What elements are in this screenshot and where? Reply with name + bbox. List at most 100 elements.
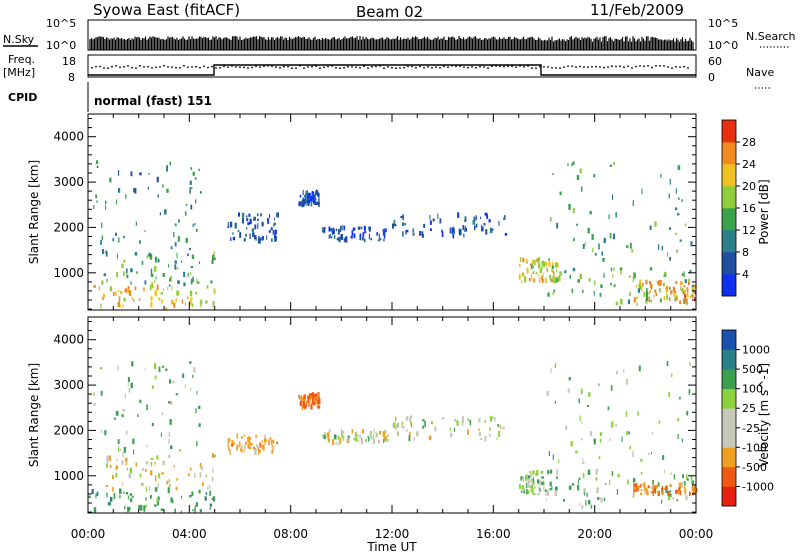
vel-cell [213,454,216,458]
vel-cell [191,491,194,496]
power-cell [303,198,306,204]
vel-cell [536,479,540,484]
power-cell [304,194,306,199]
power-cell [553,289,556,292]
power-panel-bg [88,114,696,310]
power-cell [181,299,183,304]
colorbar-tick-label: 8 [742,246,749,259]
power-cell [558,275,561,282]
nave-dot [291,67,293,70]
power-cell [174,242,177,247]
nave-dot [331,65,333,67]
vel-cell [346,438,349,444]
vel-cell [338,442,340,446]
power-cell [248,213,251,217]
vel-cell [595,477,598,481]
vel-cell [247,437,250,443]
vel-cell [88,495,91,498]
power-cell [234,223,237,227]
vel-cell [109,464,112,469]
vel-cell [306,400,308,405]
vel-cell [156,498,159,503]
nave-dot [95,65,97,68]
power-cell [309,197,313,201]
x-tick-label: 08:00 [273,527,308,541]
power-cell [274,229,277,235]
vel-cell [113,493,115,500]
vel-cell [126,467,128,471]
vel-cell [393,422,396,429]
power-cell [135,221,137,226]
power-cell [654,289,657,294]
nave-dot [287,65,289,68]
vel-cell [369,432,372,438]
vel-cell [121,414,124,418]
vel-cell [633,484,635,487]
power-cell [102,296,104,300]
freq-tick-bottom: 8 [68,71,75,84]
vel-cell [548,451,550,457]
vel-cell [170,401,173,405]
vel-cell [568,485,572,490]
colorbar-segment [722,274,736,297]
vel-cell [615,424,617,428]
vel-cell [670,472,672,475]
vel-cell [100,429,103,433]
vel-cell [581,505,584,509]
power-cell [257,223,259,229]
vel-cell [478,418,480,424]
vel-cell [272,439,275,444]
power-cell [128,290,132,296]
vel-cell [647,485,650,489]
nave-dot [103,67,105,69]
power-cell [173,302,176,308]
vel-cell [625,379,628,385]
power-cell [181,260,182,263]
vel-cell [681,438,684,443]
vel-cell [409,432,411,437]
power-cell [229,221,233,228]
vel-cell [422,419,425,422]
vel-cell [202,481,204,487]
power-cell [353,233,356,239]
vel-cell [190,387,192,391]
power-cell [230,237,232,242]
vel-cell [695,488,698,493]
vel-cell [161,365,165,368]
vel-cell [395,416,397,422]
nave-dot [655,64,657,67]
power-cell [648,281,652,284]
vel-cell [669,493,672,498]
power-cell [101,235,104,241]
power-cell [173,231,175,238]
nave-trace [91,64,689,70]
power-cell [192,276,194,283]
power-cell [552,172,554,175]
power-cell [692,294,694,299]
power-cell [532,265,534,269]
colorbar-segment [722,330,736,350]
vel-cell [550,367,552,374]
nave-dot [579,65,581,68]
power-cell [457,212,460,218]
vel-cell [115,411,119,416]
vel-cell [141,467,144,471]
power-cell [541,260,544,266]
vel-cell [182,373,185,378]
vel-cell [155,475,157,482]
power-cell [189,180,192,185]
power-cell [649,225,652,230]
power-cell [483,222,486,226]
power-cell [109,177,112,183]
vel-cell [652,486,655,492]
power-cell [143,287,145,292]
power-cell [670,290,673,295]
vel-cell [298,394,301,398]
power-cell [93,205,95,210]
nave-dot [379,65,381,67]
power-cell [120,290,123,294]
power-cell [629,242,632,249]
vel-cell [537,492,540,496]
power-cell [538,277,541,283]
power-cell [232,232,234,235]
